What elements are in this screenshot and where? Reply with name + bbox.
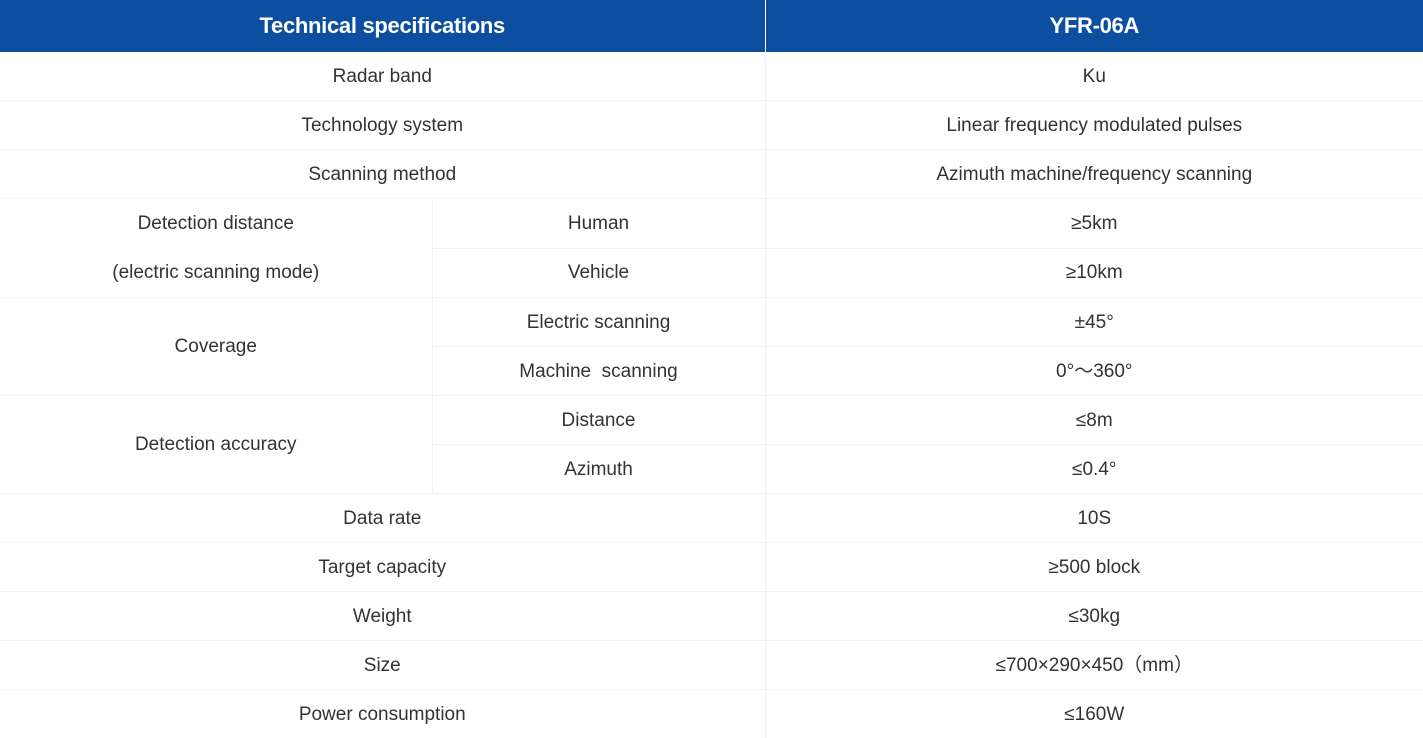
table-row: Data rate 10S (0, 494, 1423, 543)
row-label-scanning-method: Scanning method (0, 150, 765, 199)
table-row: Radar band Ku (0, 52, 1423, 101)
row-value-target-capacity: ≥500 block (765, 543, 1423, 592)
group-label-coverage: Coverage (0, 298, 432, 396)
table-row: Power consumption ≤160W (0, 690, 1423, 738)
sub-label-azimuth: Azimuth (432, 445, 765, 494)
row-value-technology-system: Linear frequency modulated pulses (765, 101, 1423, 150)
table-row: Target capacity ≥500 block (0, 543, 1423, 592)
table-row: Technology system Linear frequency modul… (0, 101, 1423, 150)
value-distance: ≤8m (765, 396, 1423, 445)
row-value-data-rate: 10S (765, 494, 1423, 543)
row-value-scanning-method: Azimuth machine/frequency scanning (765, 150, 1423, 199)
machine-scanning-text: Machine scanning (519, 361, 677, 382)
header-spec-title: Technical specifications (0, 0, 765, 52)
value-machine-scanning: 0°～360° (765, 347, 1423, 396)
table-header: Technical specifications YFR-06A (0, 0, 1423, 52)
table-row: Detection accuracy Distance ≤8m (0, 396, 1423, 445)
sub-label-electric-scanning: Electric scanning (432, 298, 765, 347)
table-body: Radar band Ku Technology system Linear f… (0, 52, 1423, 738)
value-azimuth: ≤0.4° (765, 445, 1423, 494)
row-value-radar-band: Ku (765, 52, 1423, 101)
row-label-size: Size (0, 641, 765, 690)
group-label-detection-distance: Detection distance (electric scanning mo… (0, 199, 432, 298)
table-row: Coverage Electric scanning ±45° (0, 298, 1423, 347)
row-label-data-rate: Data rate (0, 494, 765, 543)
table-row: Detection distance (electric scanning mo… (0, 199, 1423, 249)
group-label-detection-accuracy: Detection accuracy (0, 396, 432, 494)
row-label-weight: Weight (0, 592, 765, 641)
header-row: Technical specifications YFR-06A (0, 0, 1423, 52)
row-value-size: ≤700×290×450（mm） (765, 641, 1423, 690)
row-value-weight: ≤30kg (765, 592, 1423, 641)
sub-label-vehicle: Vehicle (432, 248, 765, 298)
row-label-target-capacity: Target capacity (0, 543, 765, 592)
row-label-technology-system: Technology system (0, 101, 765, 150)
value-vehicle: ≥10km (765, 248, 1423, 298)
detection-distance-mode-label: (electric scanning mode) (0, 248, 432, 297)
sub-label-machine-scanning: Machine scanning (432, 347, 765, 396)
sub-label-human: Human (432, 199, 765, 249)
row-label-power-consumption: Power consumption (0, 690, 765, 738)
table-row: Weight ≤30kg (0, 592, 1423, 641)
table-row: Size ≤700×290×450（mm） (0, 641, 1423, 690)
header-model-title: YFR-06A (765, 0, 1423, 52)
row-value-power-consumption: ≤160W (765, 690, 1423, 738)
sub-label-distance: Distance (432, 396, 765, 445)
table-row: Scanning method Azimuth machine/frequenc… (0, 150, 1423, 199)
value-human: ≥5km (765, 199, 1423, 249)
detection-distance-label: Detection distance (0, 199, 432, 248)
row-label-radar-band: Radar band (0, 52, 765, 101)
value-electric-scanning: ±45° (765, 298, 1423, 347)
